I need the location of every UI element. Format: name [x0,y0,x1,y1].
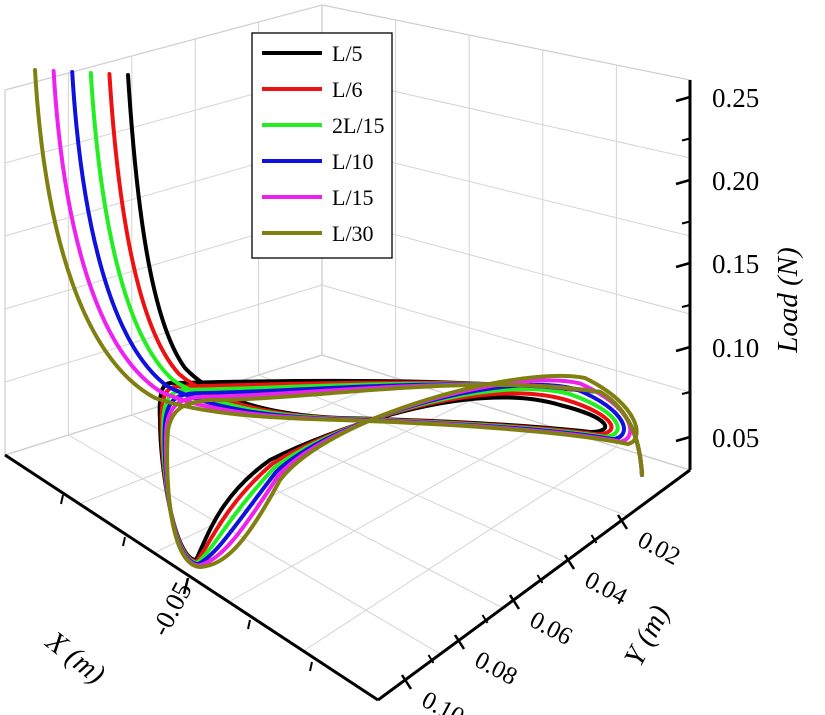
legend-box [251,32,393,259]
grid-line [303,446,617,652]
z-minor-tick [681,137,691,142]
z-tick-label: 0.15 [712,249,759,279]
grid-line [153,400,470,554]
x-minor-tick [122,536,126,547]
z-tick [675,95,691,103]
series-curves [33,68,644,570]
z-axis-label: Load (N) [772,247,804,354]
y-minor-tick [590,534,598,544]
x-axis-line [4,453,379,702]
y-tick [616,514,629,530]
y-tick-label: 0.02 [633,526,684,570]
legend-label: L/30 [332,221,374,246]
legend-label: 2L/15 [332,113,385,138]
legend-label: L/5 [332,41,363,66]
y-tick [563,554,576,570]
y-tick [453,634,466,650]
z-tick-label: 0.10 [712,333,759,363]
y-tick-label: 0.10 [417,686,468,715]
x-tick-label: -0.05 [145,577,198,641]
legend-label: L/6 [332,77,363,102]
x-minor-tick [247,619,251,630]
z-minor-tick [681,304,691,308]
grid-line [228,423,544,603]
z-tick [675,178,691,186]
y-tick [400,674,413,690]
y-minor-tick [536,574,544,584]
grid-line [131,414,504,609]
z-tick-label: 0.25 [712,83,759,113]
grid-line [68,434,441,655]
y-tick [508,594,521,610]
y-tick-label: 0.06 [525,606,576,650]
grid-line [321,284,691,393]
grid-line [4,284,323,383]
y-axis-label: Y (m) [618,600,676,671]
z-tick-label: 0.20 [712,166,759,196]
grid-line [194,394,566,563]
legend-label: L/15 [332,185,374,210]
x-axis-label: X (m) [39,625,111,691]
z-tick [675,345,691,353]
grid-line [79,377,396,505]
z-tick [675,435,691,443]
grid-line [258,374,628,517]
x-minor-tick [60,494,64,505]
series-line-l-30 [33,68,644,570]
legend-label: L/10 [332,149,374,174]
z-minor-tick [681,220,691,225]
y-tick-label: 0.08 [470,646,521,690]
x-minor-tick [309,661,313,672]
x-tick [182,577,190,595]
y-minor-tick [427,654,435,664]
legend: L/5 L/6 2L/15 L/10 L/15 L/30 [251,32,393,259]
z-tick [675,261,691,269]
z-minor-tick [681,391,691,395]
z-tick-label: 0.05 [712,423,759,453]
y-axis-line [377,468,691,702]
y-minor-tick [481,614,489,624]
axes [4,80,692,702]
y-tick-label: 0.04 [580,566,632,611]
